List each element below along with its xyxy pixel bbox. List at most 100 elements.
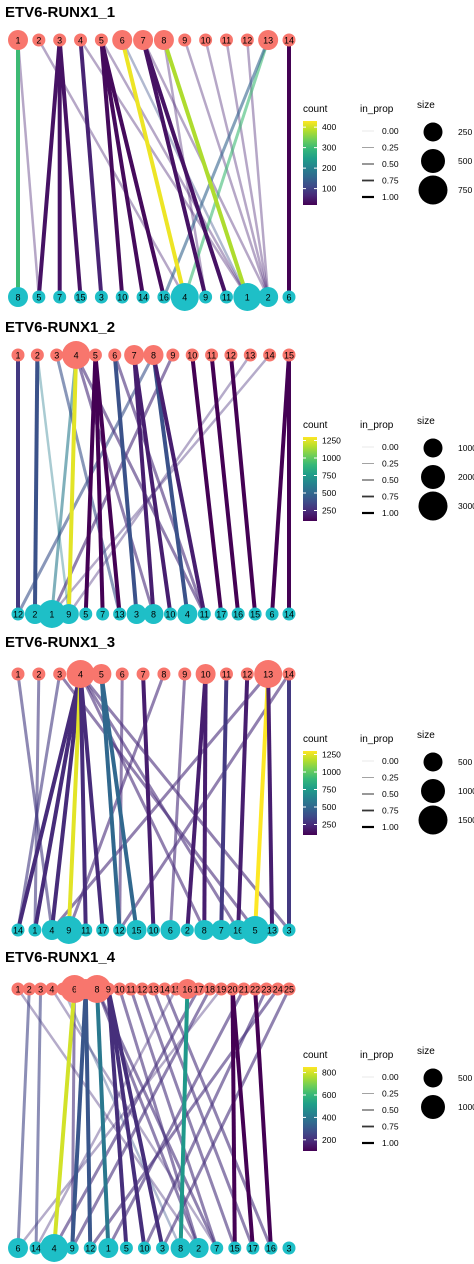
top-node-label: 6: [112, 351, 117, 361]
edge-line: [16, 673, 62, 931]
size-tick-label: 250: [458, 127, 472, 137]
top-node-label: 12: [137, 985, 147, 995]
top-node: [11, 667, 25, 681]
bottom-node-label: 4: [52, 1244, 57, 1254]
top-node: [74, 33, 88, 47]
bottom-node-label: 17: [248, 1244, 258, 1254]
edge-line: [78, 673, 105, 931]
in-prop-tick-label: 0.00: [382, 442, 399, 452]
bottom-node: [282, 607, 296, 621]
top-node-label: 7: [141, 670, 146, 680]
edge-line: [132, 354, 173, 615]
count-tick-label: 1000: [322, 453, 341, 463]
bottom-node: [58, 604, 79, 624]
top-node-label: 10: [115, 985, 125, 995]
edge-line: [178, 988, 190, 1249]
bottom-node: [126, 920, 147, 940]
edge-line: [99, 39, 125, 298]
size-key-circle: [418, 491, 448, 521]
bottom-node-label: 2: [196, 1244, 201, 1254]
top-node-label: 14: [284, 36, 294, 46]
bottom-node: [11, 923, 25, 937]
top-node-label: 5: [99, 36, 104, 46]
bottom-node: [8, 1238, 28, 1258]
bottom-node: [194, 920, 215, 940]
bottom-node: [265, 607, 279, 621]
edge-line: [33, 673, 41, 931]
top-node: [101, 982, 115, 996]
bottom-node-label: 1: [32, 926, 37, 936]
edge-line: [106, 988, 165, 1249]
top-node-label: 11: [222, 36, 231, 46]
edge-line: [50, 673, 270, 931]
edge-line: [236, 673, 250, 931]
bottom-node: [248, 607, 262, 621]
top-node-label: 9: [182, 36, 187, 46]
edge-line: [141, 39, 229, 298]
size-key-circle: [418, 805, 448, 835]
edge-layer: [16, 988, 291, 1249]
size-key-circle: [421, 149, 445, 173]
bottom-node: [170, 283, 199, 311]
top-node-label: 7: [141, 36, 146, 46]
bottom-node-label: 15: [230, 1244, 240, 1254]
top-node-label: 2: [35, 351, 40, 361]
bottom-node: [211, 920, 232, 940]
edge-line: [106, 988, 147, 1249]
top-node-label: 12: [242, 36, 252, 46]
bottom-node-label: 5: [83, 610, 88, 620]
bottom-node-label: 17: [98, 926, 108, 936]
in-prop-legend-title: in_prop: [360, 420, 394, 431]
bottom-node-label: 3: [99, 293, 104, 303]
size-key-circle: [423, 122, 443, 142]
bottom-node: [74, 290, 88, 304]
in-prop-tick-label: 0.00: [382, 126, 399, 136]
bottom-node-label: 14: [284, 610, 294, 620]
panel-title: ETV6-RUNX1_1: [5, 4, 115, 21]
bottom-node-label: 2: [185, 926, 190, 936]
count-legend-title: count: [303, 104, 328, 115]
panel-title: ETV6-RUNX1_2: [5, 319, 115, 336]
size-legend-title: size: [417, 1046, 435, 1057]
in-prop-legend-title: in_prop: [360, 734, 394, 745]
top-node-label: 9: [106, 985, 111, 995]
in-prop-tick-label: 1.00: [382, 1138, 399, 1148]
bottom-node: [197, 607, 211, 621]
in-prop-tick-label: 0.50: [382, 789, 399, 799]
top-node-label: 20: [228, 985, 238, 995]
edge-line: [132, 354, 156, 615]
bottom-node: [156, 1241, 170, 1255]
bottom-node-label: 15: [76, 293, 86, 303]
top-node: [143, 345, 164, 365]
top-node: [45, 982, 59, 996]
bottom-node: [264, 1241, 278, 1255]
edge-line: [99, 39, 146, 298]
top-node: [88, 348, 102, 362]
top-node-label: 7: [132, 351, 137, 361]
top-node: [115, 667, 129, 681]
size-key-circle: [423, 438, 443, 458]
bottom-node: [29, 1241, 43, 1255]
size-tick-label: 3000: [458, 501, 474, 511]
legend: count 800 600 400 200 in_prop 0.00 0.25 0.50 0.75…: [303, 1046, 474, 1151]
edge-line: [32, 354, 40, 615]
top-node: [30, 348, 44, 362]
count-colorbar: [303, 437, 317, 521]
size-key-circle: [421, 1095, 445, 1119]
top-node-label: 18: [205, 985, 215, 995]
edge-line: [16, 673, 54, 931]
top-node: [112, 30, 133, 50]
edge-line: [107, 988, 246, 1249]
top-node-label: 24: [273, 985, 283, 995]
count-tick-label: 1000: [322, 767, 341, 777]
edge-line: [253, 673, 271, 931]
edge-line: [113, 354, 206, 615]
in-prop-legend-title: in_prop: [360, 104, 394, 115]
top-node-label: 6: [72, 985, 77, 995]
in-prop-tick-label: 0.25: [382, 773, 399, 783]
size-key-circle: [421, 465, 445, 489]
top-node: [133, 30, 154, 50]
top-node-label: 6: [120, 36, 125, 46]
top-node-label: 4: [74, 351, 79, 361]
bottom-node-label: 3: [160, 1244, 165, 1254]
